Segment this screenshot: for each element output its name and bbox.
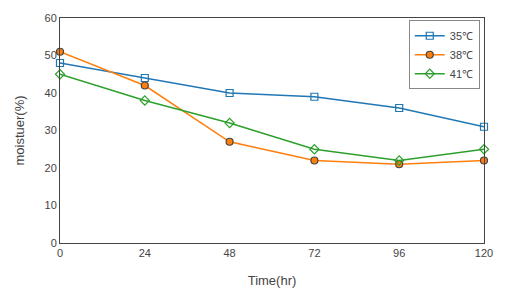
svg-text:moistuer(%): moistuer(%) (12, 95, 27, 165)
svg-text:96: 96 (393, 247, 405, 259)
svg-text:41℃: 41℃ (450, 68, 473, 80)
svg-text:38℃: 38℃ (450, 49, 473, 61)
svg-text:24: 24 (139, 247, 151, 259)
svg-text:72: 72 (308, 247, 320, 259)
svg-text:30: 30 (45, 124, 57, 136)
svg-text:50: 50 (45, 49, 57, 61)
svg-text:10: 10 (45, 199, 57, 211)
svg-text:0: 0 (51, 237, 57, 249)
svg-text:48: 48 (223, 247, 235, 259)
svg-text:60: 60 (45, 12, 57, 24)
svg-text:20: 20 (45, 162, 57, 174)
svg-text:Time(hr): Time(hr) (248, 273, 297, 288)
svg-text:120: 120 (475, 247, 493, 259)
svg-text:0: 0 (57, 247, 63, 259)
svg-text:35℃: 35℃ (450, 30, 473, 42)
svg-text:40: 40 (45, 87, 57, 99)
